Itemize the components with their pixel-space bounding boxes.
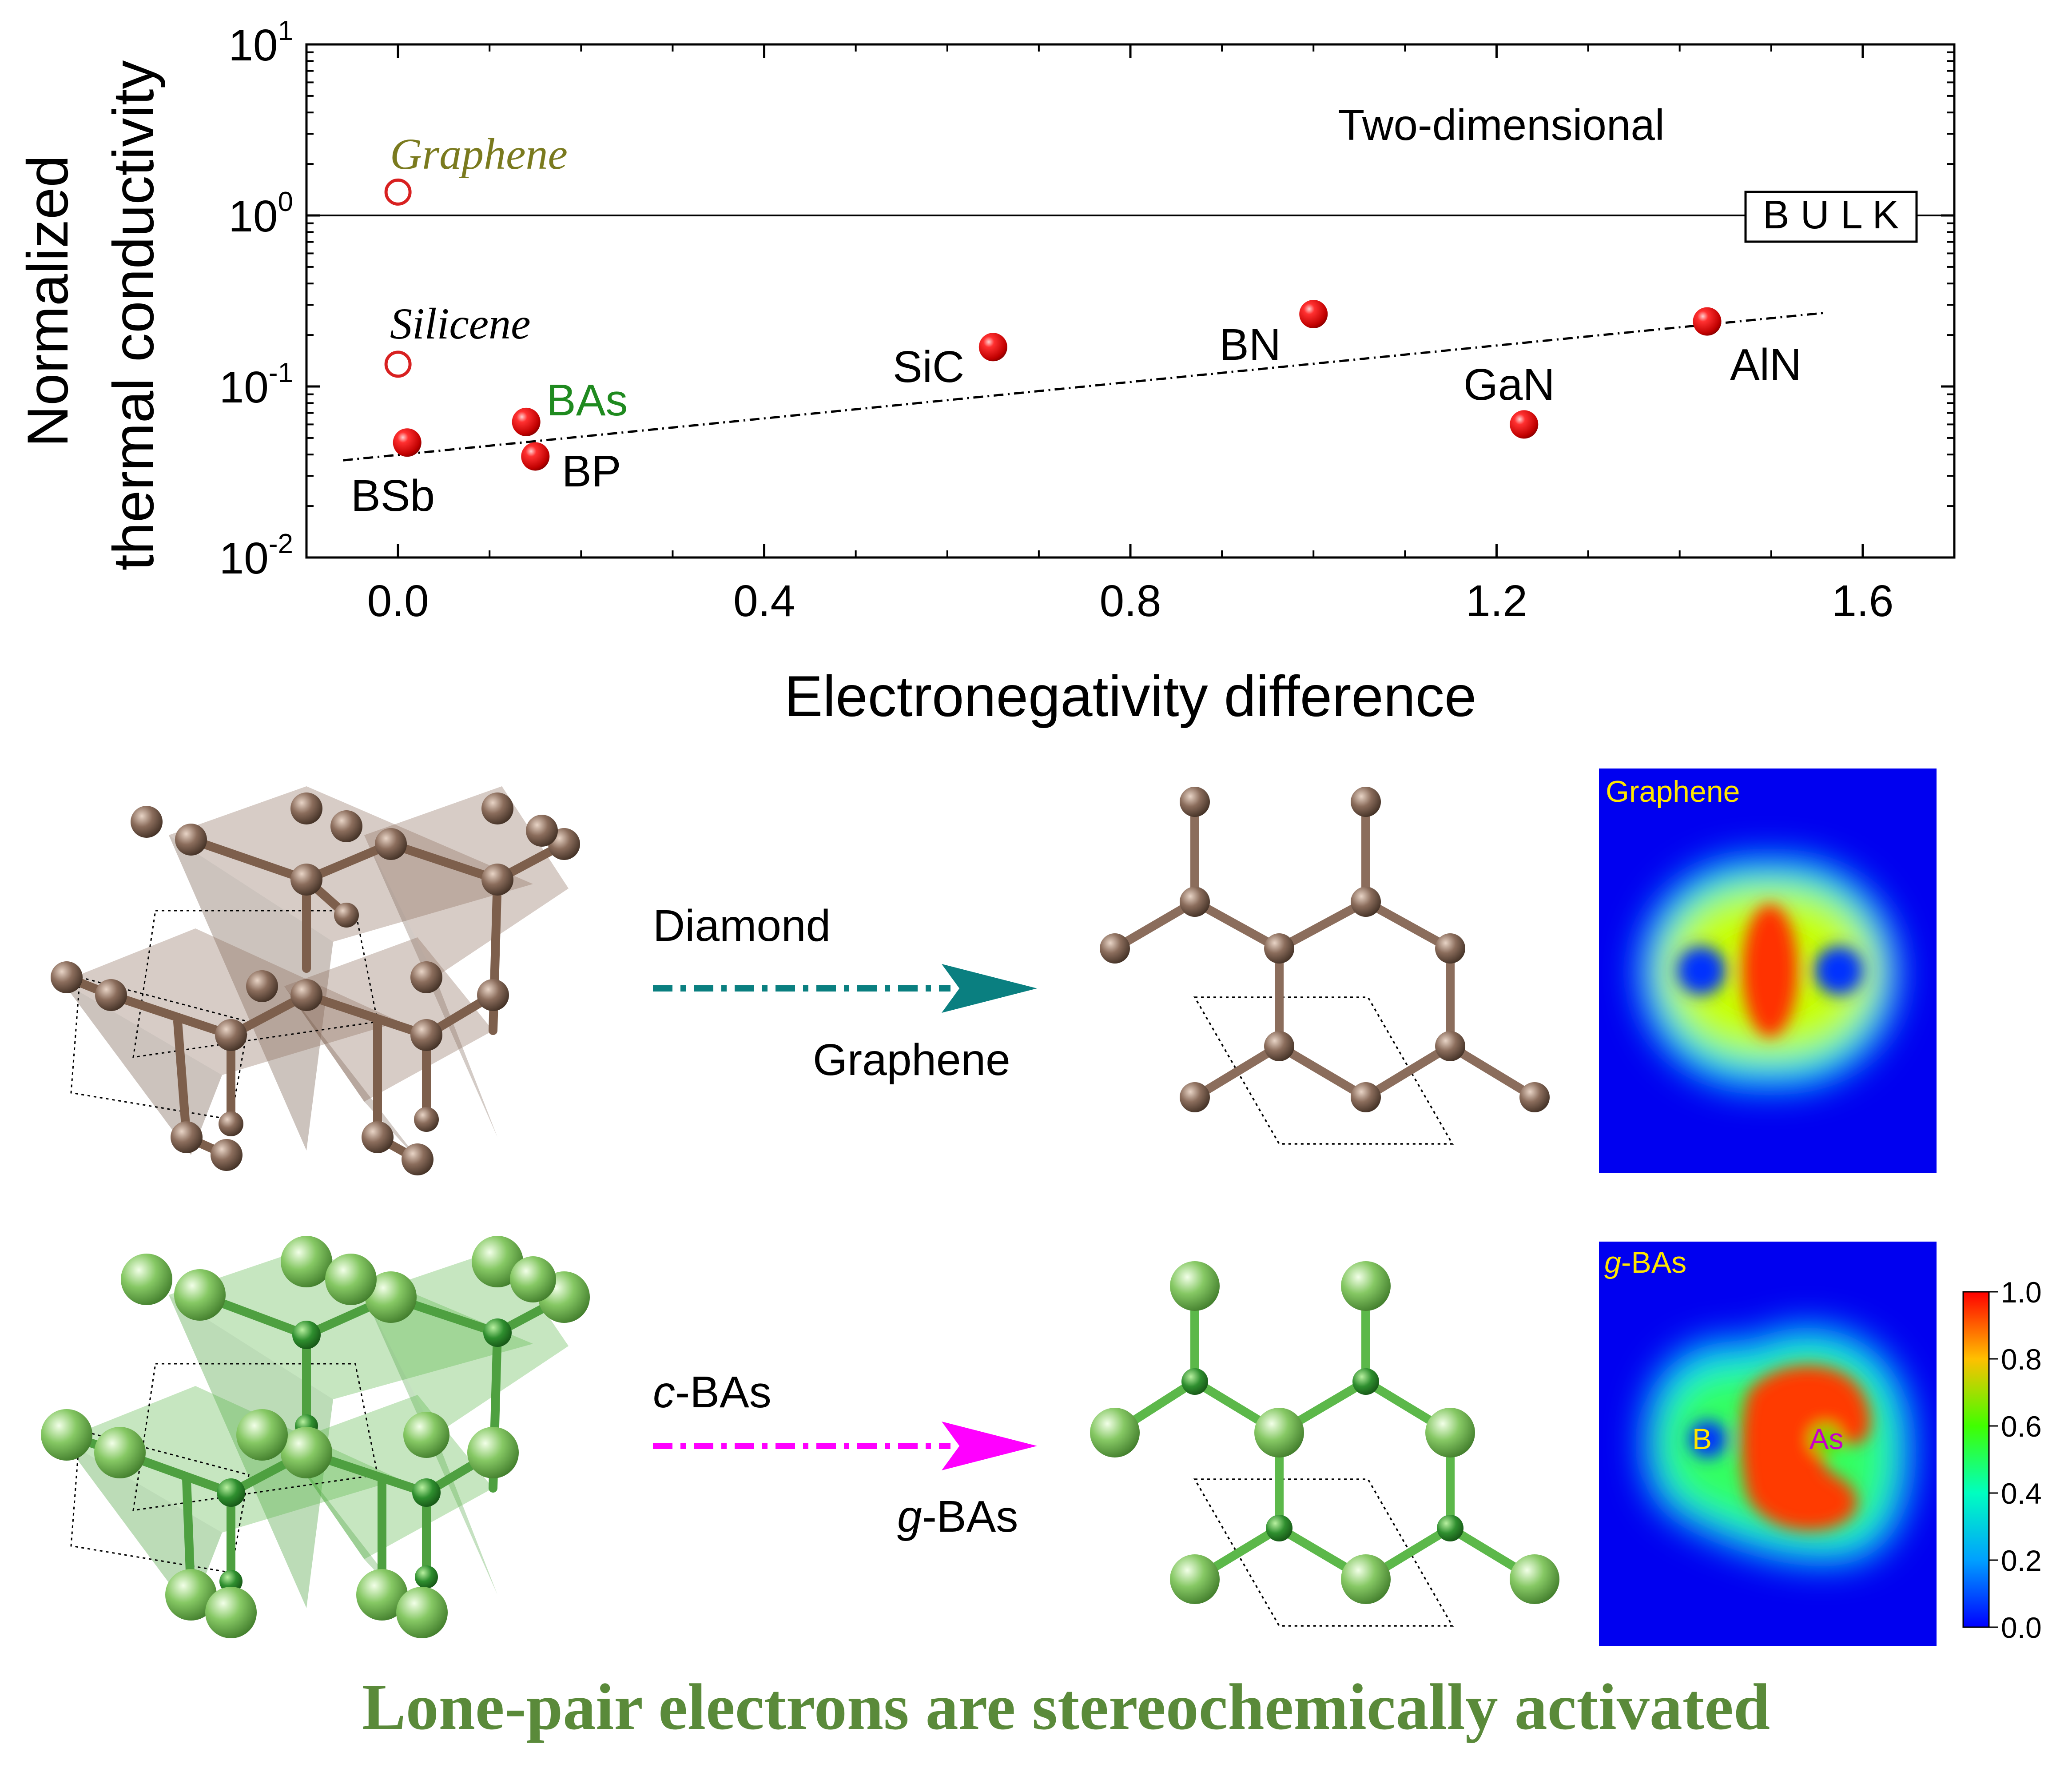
data-markers [384,178,1722,471]
marker-bsb [393,428,422,457]
marker-bn [1299,300,1328,329]
graphene-map-label: Graphene [1606,775,1740,808]
graphene-elf-map: Graphene [1599,769,1937,1173]
point-label-bp: BP [562,446,621,496]
arrow2-top-label: c-BAs [653,1367,772,1417]
c-bas-to-g-bas-arrow: c-BAs g-BAs [653,1367,1037,1541]
colorbar-tick-label: 0.0 [2001,1611,2042,1644]
arrow1-top-label: Diamond [653,901,831,951]
x-tick-label: 0.8 [1099,576,1161,626]
point-label-bsb: BSb [351,471,435,521]
marker-graphene [384,178,412,206]
point-label-gan: GaN [1464,360,1555,410]
x-axis-ticks: 0.0 0.4 0.8 1.2 1.6 [306,44,1955,626]
point-label-sic: SiC [893,342,964,392]
caption: Lone-pair electrons are stereochemically… [362,1671,1770,1744]
y-tick-label: 10-1 [219,358,293,412]
colorbar-tick-label: 1.0 [2001,1276,2042,1309]
marker-aln [1693,307,1722,336]
y-axis-title-line2: thermal conductivity [101,60,166,571]
x-tick-label: 1.6 [1832,576,1893,626]
colorbar-tick-label: 0.2 [2001,1544,2042,1577]
marker-silicene [384,350,412,378]
diamond-structure [51,786,580,1175]
g-bas-map-label: g-BAs [1604,1246,1686,1279]
x-tick-label: 0.0 [367,576,429,626]
x-tick-label: 1.2 [1466,576,1527,626]
g-bas-lattice [1090,1261,1559,1627]
colorbar-tick-label: 0.4 [2001,1477,2042,1510]
region-label: Two-dimensional [1338,100,1664,149]
c-bas-structure [41,1236,590,1638]
point-label-bas: BAs [546,375,628,425]
colorbar-tick-label: 0.6 [2001,1410,2042,1443]
arrow1-bottom-label: Graphene [813,1035,1010,1085]
graphene-lattice [1100,787,1550,1145]
y-tick-label: 100 [228,187,293,241]
y-axis-title-line1: Normalized [15,155,80,447]
colorbar: 1.0 0.8 0.6 0.4 0.2 0.0 [1962,1276,2042,1644]
plot-frame [305,43,1956,559]
bulk-label-box: B U L K [1744,191,1918,243]
marker-bas [512,407,541,436]
marker-sic [978,333,1007,362]
bulk-label: B U L K [1763,193,1899,237]
y-tick-label: 101 [228,16,293,70]
x-axis-title: Electronegativity difference [784,664,1476,729]
point-label-aln: AlN [1730,340,1802,390]
point-label-silicene: Silicene [390,299,531,348]
point-label-graphene: Graphene [390,129,568,179]
point-label-bn: BN [1219,320,1281,370]
arrow2-bottom-label: g-BAs [897,1492,1018,1541]
marker-gan [1510,410,1539,439]
diamond-to-graphene-arrow: Diamond Graphene [653,901,1037,1085]
trend-line [343,311,1826,462]
chart: 0.0 0.4 0.8 1.2 1.6 10-2 10-1 100 101 B U L K T… [15,16,1956,729]
y-axis-ticks: 10-2 10-1 100 101 [219,16,1954,583]
colorbar-tick-label: 0.8 [2001,1343,2042,1376]
atom-label-b: B [1692,1422,1712,1455]
marker-bp [521,442,550,471]
y-tick-label: 10-2 [219,529,293,583]
colorbar-ticks: 1.0 0.8 0.6 0.4 0.2 0.0 [1989,1276,2042,1644]
x-tick-label: 0.4 [733,576,795,626]
g-bas-elf-map: g-BAs B As [1599,1242,1937,1646]
atom-label-as: As [1809,1422,1843,1455]
